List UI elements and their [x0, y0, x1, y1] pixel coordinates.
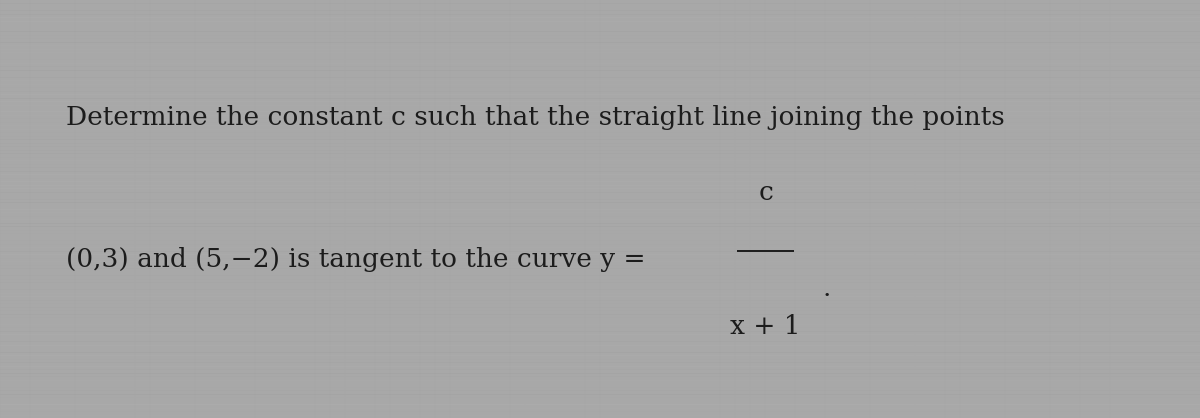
- Text: .: .: [823, 276, 830, 301]
- Text: c: c: [758, 180, 773, 205]
- Text: Determine the constant c such that the straight line joining the points: Determine the constant c such that the s…: [66, 104, 1004, 130]
- Text: (0,3) and (5,−2) is tangent to the curve y =: (0,3) and (5,−2) is tangent to the curve…: [66, 247, 646, 272]
- Text: x + 1: x + 1: [731, 314, 800, 339]
